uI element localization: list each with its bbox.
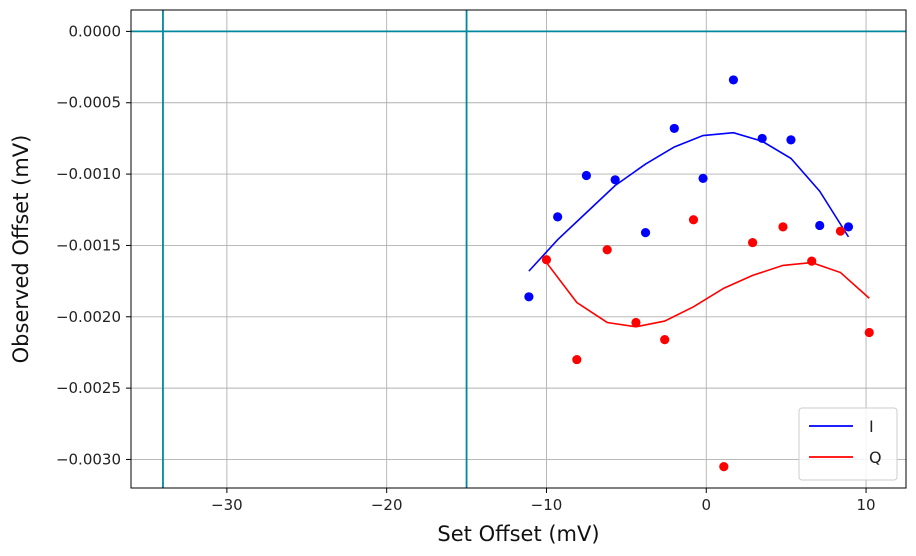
y-tick-label: −0.0005	[56, 94, 121, 112]
series-i	[524, 75, 854, 302]
series-i-point	[786, 135, 796, 145]
series-i-point	[669, 123, 679, 134]
series-i-fit-line	[528, 131, 850, 272]
series-i-point	[815, 220, 825, 231]
y-tick-label: 0.0000	[69, 22, 122, 40]
plot-frame	[130, 9, 907, 489]
y-tick-label: −0.0010	[56, 165, 121, 183]
series-q-point	[688, 215, 699, 225]
x-tick-label: −10	[531, 496, 563, 514]
legend: IQ	[798, 407, 898, 481]
y-tick-label: −0.0015	[56, 236, 121, 254]
legend-label-i: I	[869, 417, 874, 436]
legend-label-q: Q	[869, 448, 882, 467]
y-axis-label: Observed Offset (mV)	[9, 135, 33, 364]
series-i-point	[843, 222, 854, 232]
series-i-point	[728, 75, 739, 85]
series-q-point	[541, 255, 552, 265]
series-q-point	[572, 354, 582, 365]
y-tick-label: −0.0030	[56, 450, 121, 468]
y-tick-label: −0.0025	[56, 379, 121, 397]
x-tick-label: −30	[211, 496, 243, 514]
series-i-point	[610, 175, 620, 185]
series-q-point	[719, 461, 729, 472]
series-i-point	[757, 133, 767, 144]
legend-box	[798, 407, 898, 481]
series-q-point	[602, 245, 612, 255]
x-axis-label: Set Offset (mV)	[437, 522, 599, 546]
series-q-point	[631, 317, 641, 328]
series-q-point	[835, 226, 846, 236]
series-i-point	[640, 227, 651, 238]
series-q-point	[778, 222, 788, 232]
series-i-point	[553, 212, 563, 222]
x-tick-label: −20	[371, 496, 403, 514]
series-i-point	[524, 292, 534, 302]
series-q-fit-line	[545, 261, 870, 328]
x-tick-label: 10	[857, 496, 876, 514]
series-i-point	[698, 173, 708, 183]
series-q	[541, 215, 874, 472]
reference-lines	[131, 10, 906, 488]
series-q-point	[807, 256, 817, 266]
series-i-point	[581, 170, 592, 181]
y-ticks: 0.0000 −0.0005 −0.0010 −0.0015 −0.0020 −0.002…	[56, 22, 131, 468]
x-tick-label: 0	[701, 496, 711, 514]
y-tick-label: −0.0020	[56, 308, 121, 326]
series-layer	[524, 75, 874, 472]
series-q-point	[864, 327, 874, 338]
series-q-point	[747, 237, 758, 248]
series-q-point	[660, 335, 670, 345]
x-ticks: −30 −20 −10 0 10	[211, 488, 876, 514]
